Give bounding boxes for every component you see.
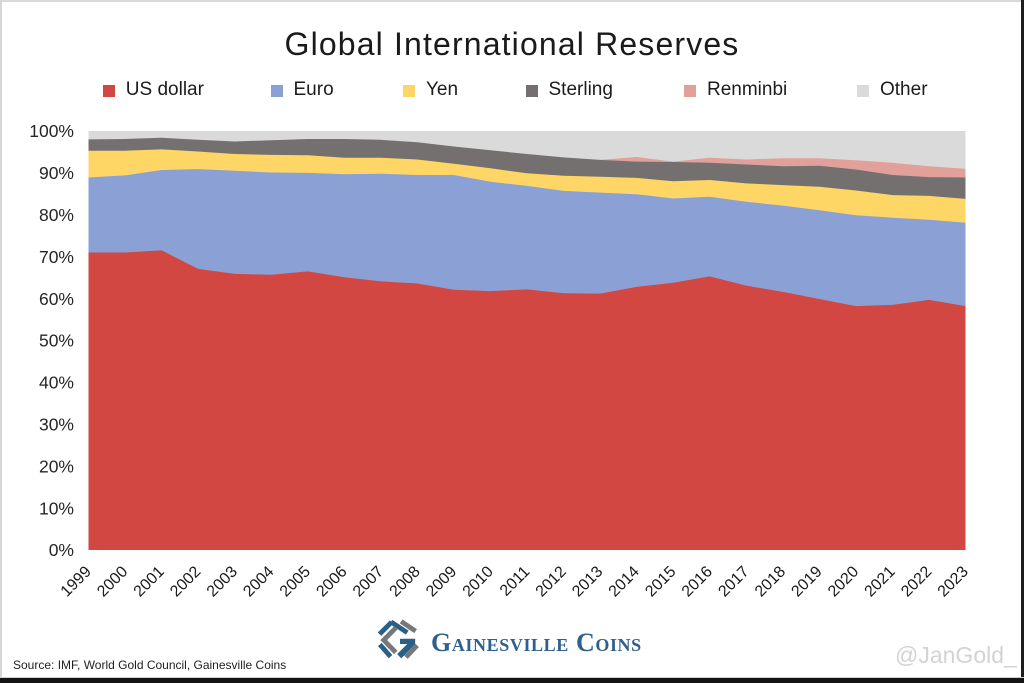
svg-text:2005: 2005 [277,563,314,600]
svg-text:20%: 20% [39,456,74,476]
svg-text:2021: 2021 [862,563,899,600]
svg-text:2012: 2012 [533,563,570,600]
svg-text:2002: 2002 [167,563,204,600]
svg-text:2013: 2013 [569,563,606,600]
svg-text:10%: 10% [39,498,74,518]
svg-text:2004: 2004 [240,563,277,600]
svg-text:2019: 2019 [788,563,825,600]
svg-text:2016: 2016 [679,563,716,600]
svg-text:2015: 2015 [642,563,679,600]
svg-text:0%: 0% [49,540,74,560]
svg-text:2000: 2000 [94,563,131,600]
svg-text:2009: 2009 [423,563,460,600]
svg-text:40%: 40% [39,373,74,393]
svg-text:2014: 2014 [606,563,643,600]
svg-text:2011: 2011 [497,563,533,599]
svg-text:2017: 2017 [715,563,752,600]
svg-text:2007: 2007 [350,563,387,600]
svg-text:2008: 2008 [387,563,424,600]
svg-text:30%: 30% [39,415,74,435]
svg-text:50%: 50% [39,331,74,351]
svg-text:2018: 2018 [752,563,789,600]
svg-text:70%: 70% [39,247,74,267]
svg-text:2006: 2006 [313,563,350,600]
svg-text:2023: 2023 [935,563,972,600]
svg-text:2001: 2001 [131,563,168,600]
svg-text:60%: 60% [39,289,74,309]
svg-text:2010: 2010 [460,563,497,600]
svg-text:100%: 100% [29,121,74,141]
svg-text:2003: 2003 [204,563,241,600]
svg-text:2020: 2020 [825,563,862,600]
svg-text:1999: 1999 [58,563,95,600]
svg-text:80%: 80% [39,205,74,225]
svg-text:2022: 2022 [898,563,935,600]
svg-text:90%: 90% [39,163,74,183]
